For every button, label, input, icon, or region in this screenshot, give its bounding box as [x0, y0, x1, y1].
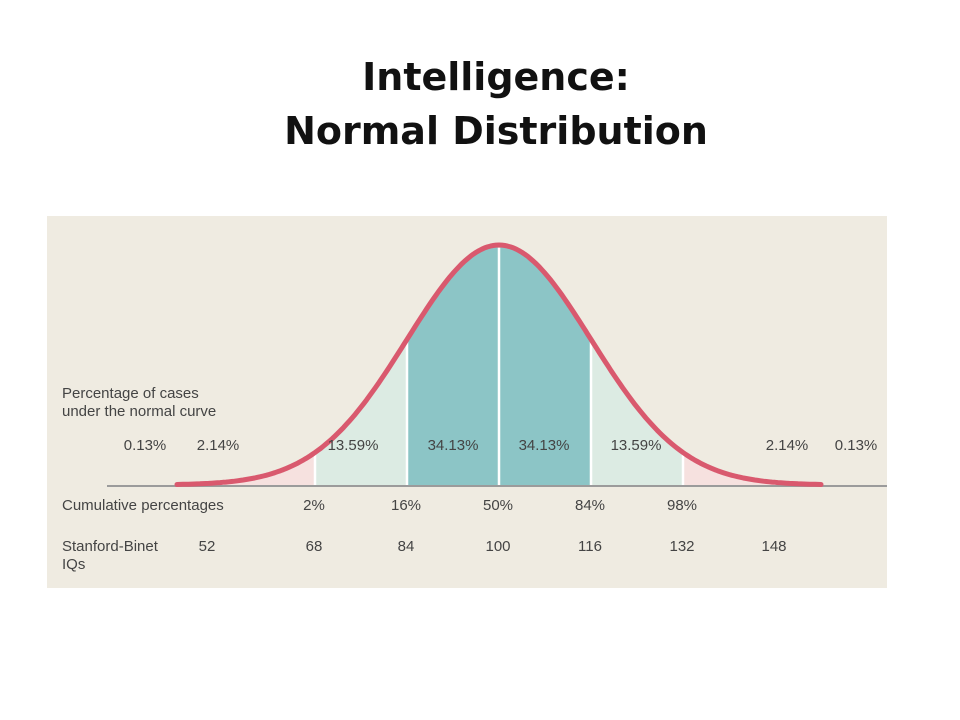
cumulative-label-3: 50%	[482, 497, 514, 514]
normal-curve-line	[174, 242, 824, 487]
percent-label-1: 0.13%	[123, 437, 167, 454]
iq-tick-label-3: 84	[397, 538, 415, 555]
iq-heading-line-1: Stanford-Binet	[62, 538, 158, 555]
iq-tick-label-5: 116	[578, 538, 602, 555]
title-line-2: Normal Distribution	[284, 109, 708, 153]
percentage-heading-line-2: under the normal curve	[62, 403, 217, 420]
iq-tick-label-1: 52	[198, 538, 216, 555]
percent-label-7: 2.14%	[765, 437, 809, 454]
iq-tick-label-4: 100	[485, 538, 511, 555]
percent-label-8: 0.13%	[834, 437, 878, 454]
percentage-heading-line-1: Percentage of cases	[62, 385, 199, 402]
percent-label-6: 13.59%	[610, 437, 662, 454]
percent-label-3: 13.59%	[327, 437, 379, 454]
percent-label-2: 2.14%	[196, 437, 240, 454]
cumulative-heading: Cumulative percentages	[62, 497, 224, 514]
slide-title: Intelligence: Normal Distribution	[0, 50, 960, 158]
percent-label-4: 34.13%	[427, 437, 479, 454]
title-line-1: Intelligence:	[362, 55, 630, 99]
cumulative-label-2: 16%	[390, 497, 422, 514]
iq-tick-label-7: 148	[761, 538, 787, 555]
cumulative-label-1: 2%	[303, 497, 325, 514]
chart-panel: Percentage of cases under the normal cur…	[47, 216, 887, 588]
iq-tick-label-2: 68	[305, 538, 323, 555]
normal-curve-chart	[107, 242, 887, 487]
cumulative-label-5: 98%	[666, 497, 698, 514]
percent-label-5: 34.13%	[518, 437, 570, 454]
curve-segment-7	[683, 452, 775, 485]
cumulative-label-4: 84%	[574, 497, 606, 514]
iq-tick-label-6: 132	[669, 538, 695, 555]
curve-segment-2	[223, 452, 315, 485]
iq-heading-line-2: IQs	[62, 556, 86, 573]
